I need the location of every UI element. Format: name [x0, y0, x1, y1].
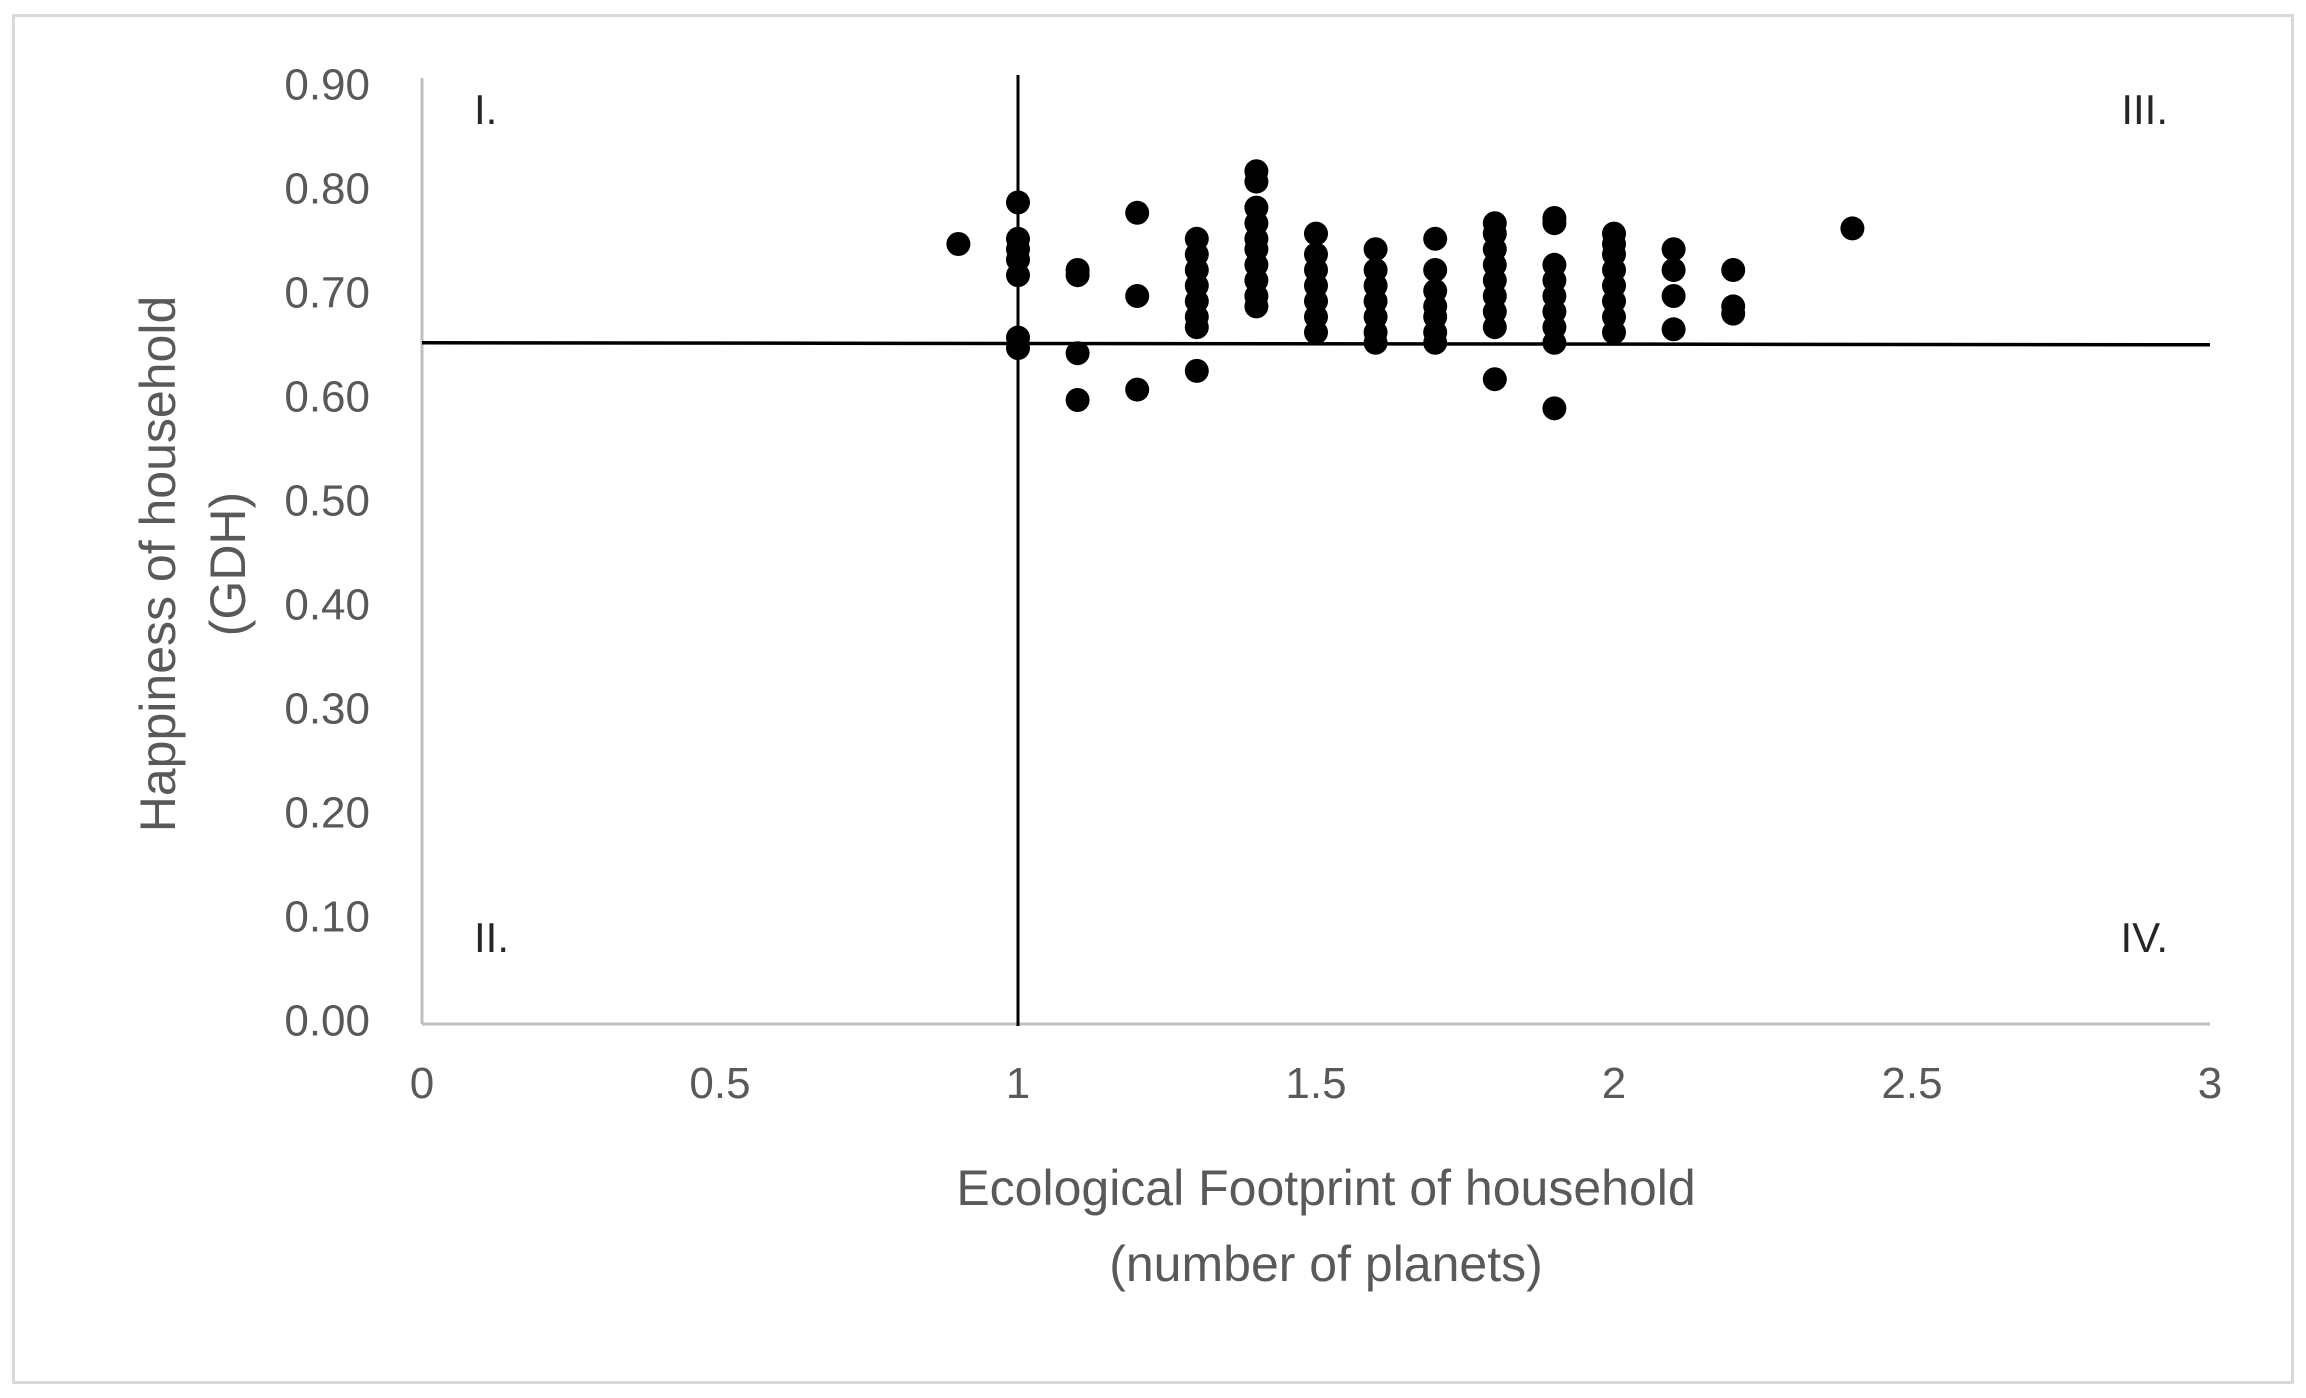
data-point — [1721, 258, 1746, 282]
data-point — [1304, 221, 1328, 246]
chart-frame — [12, 14, 2294, 1384]
data-point — [1542, 396, 1567, 421]
x-axis-title: (number of planets) — [1109, 1236, 1543, 1292]
x-tick-label: 2.5 — [1881, 1059, 1942, 1108]
y-axis-title: (GDH) — [200, 492, 256, 636]
y-tick-label: 0.20 — [284, 789, 370, 838]
data-point — [1065, 341, 1090, 366]
data-point — [1065, 388, 1090, 412]
data-point — [1423, 330, 1448, 355]
y-tick-label: 0.80 — [284, 165, 370, 214]
data-point — [1065, 263, 1090, 288]
data-point — [1602, 320, 1626, 345]
y-tick-label: 0.50 — [284, 477, 370, 526]
data-point — [1184, 315, 1209, 340]
y-tick-label: 0.30 — [284, 685, 370, 734]
data-point — [1244, 169, 1269, 194]
y-tick-label: 0.00 — [284, 997, 370, 1046]
quadrant-label: I. — [474, 86, 497, 133]
reference-lines — [421, 75, 2211, 1026]
data-point — [1542, 211, 1567, 236]
data-point — [1125, 200, 1150, 225]
x-tick-label: 0 — [410, 1059, 434, 1108]
data-point — [1363, 237, 1388, 262]
x-tick-label: 1.5 — [1285, 1059, 1346, 1108]
data-point — [1423, 226, 1448, 251]
x-tick-label: 2 — [1602, 1059, 1626, 1108]
quadrant-label: IV. — [2121, 914, 2169, 961]
y-tick-label: 0.70 — [284, 269, 370, 318]
data-point — [1482, 315, 1507, 340]
data-point — [1661, 317, 1686, 342]
y-axis-title: Happiness of household — [130, 296, 186, 833]
data-points — [946, 159, 1865, 421]
data-point — [1661, 258, 1686, 282]
x-tick-label: 1 — [1006, 1059, 1030, 1108]
data-point — [1125, 284, 1150, 308]
data-point — [1244, 294, 1269, 319]
axes — [420, 78, 2210, 1026]
quadrant-label: II. — [474, 914, 509, 961]
quadrant-label: III. — [2121, 86, 2168, 133]
data-point — [1363, 330, 1388, 355]
data-point — [1184, 358, 1209, 383]
y-tick-label: 0.10 — [284, 893, 370, 942]
data-point — [946, 232, 971, 256]
data-point — [1125, 377, 1150, 402]
data-point — [1423, 258, 1448, 282]
data-point — [1840, 216, 1865, 241]
data-point — [1006, 263, 1030, 288]
data-point — [1304, 320, 1328, 345]
x-tick-label: 0.5 — [689, 1059, 750, 1108]
y-tick-label: 0.90 — [284, 61, 370, 110]
x-axis-title: Ecological Footprint of household — [956, 1160, 1695, 1216]
labels: 0.000.100.200.300.400.500.600.700.800.90… — [130, 61, 2222, 1292]
y-tick-label: 0.60 — [284, 373, 370, 422]
data-point — [1661, 284, 1686, 308]
data-point — [1661, 237, 1686, 262]
data-point — [1482, 367, 1507, 392]
y-tick-label: 0.40 — [284, 581, 370, 630]
data-point — [1721, 301, 1746, 326]
data-point — [1006, 190, 1030, 215]
data-point — [1542, 330, 1567, 355]
x-tick-label: 3 — [2198, 1059, 2222, 1108]
data-point — [1006, 336, 1030, 360]
